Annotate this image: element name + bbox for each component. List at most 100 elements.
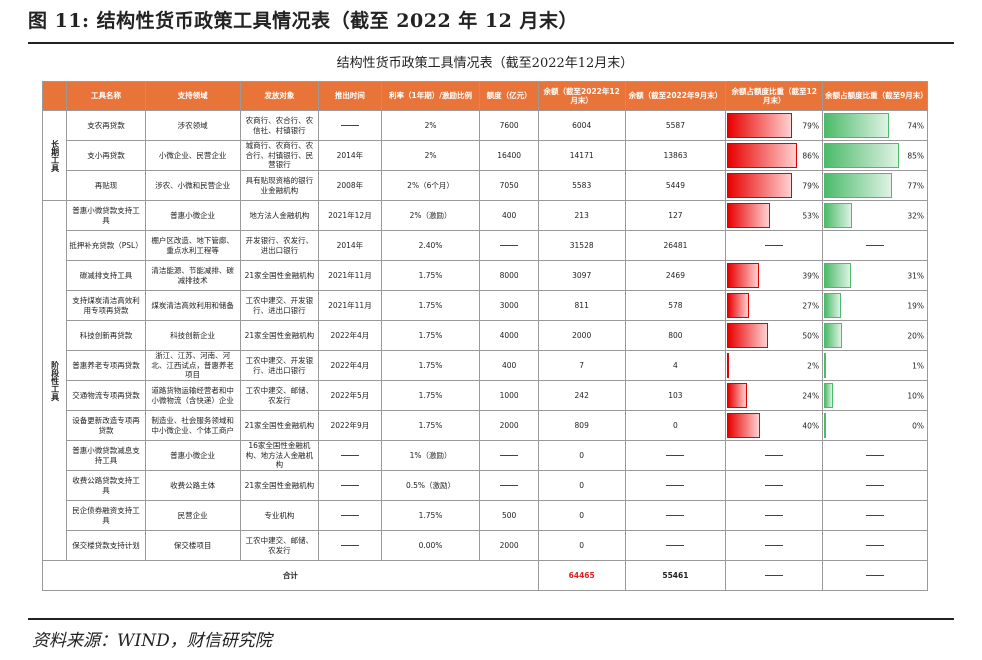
rate: 1.75%: [380, 410, 481, 441]
ratio-label: 77%: [907, 180, 924, 190]
bottom-rule: [28, 618, 954, 620]
support-field: 收费公路主体: [144, 470, 241, 501]
ratio-label: 79%: [802, 120, 820, 130]
total-balance-sep: 55461: [624, 560, 727, 591]
tool-name: 保交楼贷款支持计划: [66, 530, 146, 561]
launch-time: 2014年: [318, 140, 382, 171]
dash-mark: [765, 485, 784, 487]
dash-mark: [765, 545, 784, 547]
ratio-label: 39%: [802, 270, 820, 280]
issue-target: 21家全国性金融机构: [239, 410, 320, 441]
support-field: 棚户区改造、地下管廊、重点水利工程等: [144, 230, 241, 261]
tool-name: 收费公路贷款支持工具: [66, 470, 146, 501]
ratio-bar: [824, 203, 853, 228]
ratio-cell: 2%: [725, 350, 824, 381]
dash-mark: [765, 245, 784, 247]
balance-sep: 103: [624, 380, 727, 411]
ratio-label: 0%: [912, 420, 924, 430]
launch-time: 2022年4月: [318, 350, 382, 381]
ratio-label: 74%: [907, 120, 924, 130]
quota: [479, 230, 539, 261]
ratio-label: 1%: [912, 360, 924, 370]
support-field: 涉农、小微和民营企业: [144, 170, 241, 201]
ratio-cell: 85%: [822, 140, 928, 171]
support-field: 普惠小微企业: [144, 200, 241, 231]
ratio-cell: [822, 230, 928, 261]
ratio-cell: 19%: [822, 290, 928, 321]
group-label: 阶段性工具: [41, 200, 68, 561]
quota: 8000: [479, 260, 539, 291]
launch-time: [318, 470, 382, 501]
support-field: 科技创新企业: [144, 320, 241, 351]
balance-dec: 2000: [537, 320, 626, 351]
table-row: 阶段性工具 普惠小微贷款支持工具 普惠小微企业 地方法人金融机构 2021年12月 2%（…: [41, 200, 928, 561]
source-note: 资料来源：WIND，财信研究院: [32, 631, 272, 651]
quota: 7600: [479, 110, 539, 141]
dash-mark: [666, 545, 685, 547]
tool-name: 再贴现: [66, 170, 146, 201]
ratio-bar: [824, 323, 842, 348]
issue-target: 16家全国性金融机构、地方法人金融机构: [239, 440, 320, 471]
ratio-label: 27%: [802, 300, 820, 310]
launch-time: 2021年11月: [318, 290, 382, 321]
rate: 2.40%: [380, 230, 481, 261]
support-field: 煤炭清洁高效利用和储备: [144, 290, 241, 321]
tool-name: 普惠小微贷款减息支持工具: [66, 440, 146, 471]
table-row: 长期工具 支农再贷款 涉农领域 农商行、农合行、农信社、村镇银行 2% 7600 6004 5…: [41, 110, 928, 201]
ratio-bar: [727, 173, 792, 198]
balance-dec: 7: [537, 350, 626, 381]
ratio-label: 24%: [802, 390, 820, 400]
top-rule: [28, 42, 954, 44]
header-row: 工具名称 支持领域 发放对象 推出时间 利率（1年期）/激励比例 额度（亿元） …: [41, 81, 928, 111]
total-row: 合计 64465 55461: [42, 560, 928, 591]
table-row: 支小再贷款 小微企业、民营企业 城商行、农商行、农合行、村镇银行、民营银行 2014年…: [43, 140, 928, 171]
ratio-cell: [822, 440, 928, 471]
ratio-cell: [822, 470, 928, 501]
ratio-cell: 10%: [822, 380, 928, 411]
ratio-bar: [824, 263, 852, 288]
ratio-bar: [824, 353, 827, 378]
header-cell: 工具名称: [66, 81, 146, 111]
support-field: 普惠小微企业: [144, 440, 241, 471]
ratio-cell: 79%: [725, 110, 824, 141]
tool-name: 普惠小微贷款支持工具: [66, 200, 146, 231]
ratio-cell: [725, 470, 824, 501]
quota: 1000: [479, 380, 539, 411]
support-field: 浙江、江苏、河南、河北、江西试点，普惠养老项目: [144, 350, 241, 381]
quota: [479, 440, 539, 471]
table-row: 再贴现 涉农、小微和民营企业 具有贴现资格的银行业金融机构 2008年 2%（6个月） 7…: [43, 170, 928, 201]
header-cell: 余额（截至2022年12月末）: [537, 81, 626, 111]
ratio-bar: [824, 173, 893, 198]
balance-dec: 809: [537, 410, 626, 441]
header-cell: 利率（1年期）/激励比例: [380, 81, 481, 111]
ratio-cell: 79%: [725, 170, 824, 201]
tool-name: 科技创新再贷款: [66, 320, 146, 351]
support-field: 清洁能源、节能减排、碳减排技术: [144, 260, 241, 291]
rate: 1.75%: [380, 350, 481, 381]
ratio-cell: 1%: [822, 350, 928, 381]
tool-name: 碳减排支持工具: [66, 260, 146, 291]
dash-mark: [500, 485, 519, 487]
table-body: 长期工具 支农再贷款 涉农领域 农商行、农合行、农信社、村镇银行 2% 7600 6004 5…: [41, 110, 928, 591]
policy-tools-table: 工具名称 支持领域 发放对象 推出时间 利率（1年期）/激励比例 额度（亿元） …: [41, 81, 928, 591]
launch-time: [318, 530, 382, 561]
table-row: 设备更新改造专项再贷款 制造业、社会服务领域和中小微企业、个体工商户 21家全国性金…: [43, 410, 928, 441]
issue-target: 工农中建交、邮储、农发行: [239, 380, 320, 411]
issue-target: 地方法人金融机构: [239, 200, 320, 231]
dash-mark: [340, 485, 359, 487]
quota: 7050: [479, 170, 539, 201]
balance-dec: 811: [537, 290, 626, 321]
launch-time: 2021年11月: [318, 260, 382, 291]
ratio-bar: [727, 383, 747, 408]
ratio-bar: [824, 293, 841, 318]
ratio-cell: 32%: [822, 200, 928, 231]
balance-sep: 578: [624, 290, 727, 321]
header-cell: 支持领域: [144, 81, 241, 111]
ratio-label: 10%: [907, 390, 924, 400]
support-field: 小微企业、民营企业: [144, 140, 241, 171]
rate: 1%（激励）: [380, 440, 481, 471]
balance-sep: 0: [624, 410, 727, 441]
quota: 3000: [479, 290, 539, 321]
rate: 1.75%: [380, 290, 481, 321]
ratio-cell: [725, 440, 824, 471]
